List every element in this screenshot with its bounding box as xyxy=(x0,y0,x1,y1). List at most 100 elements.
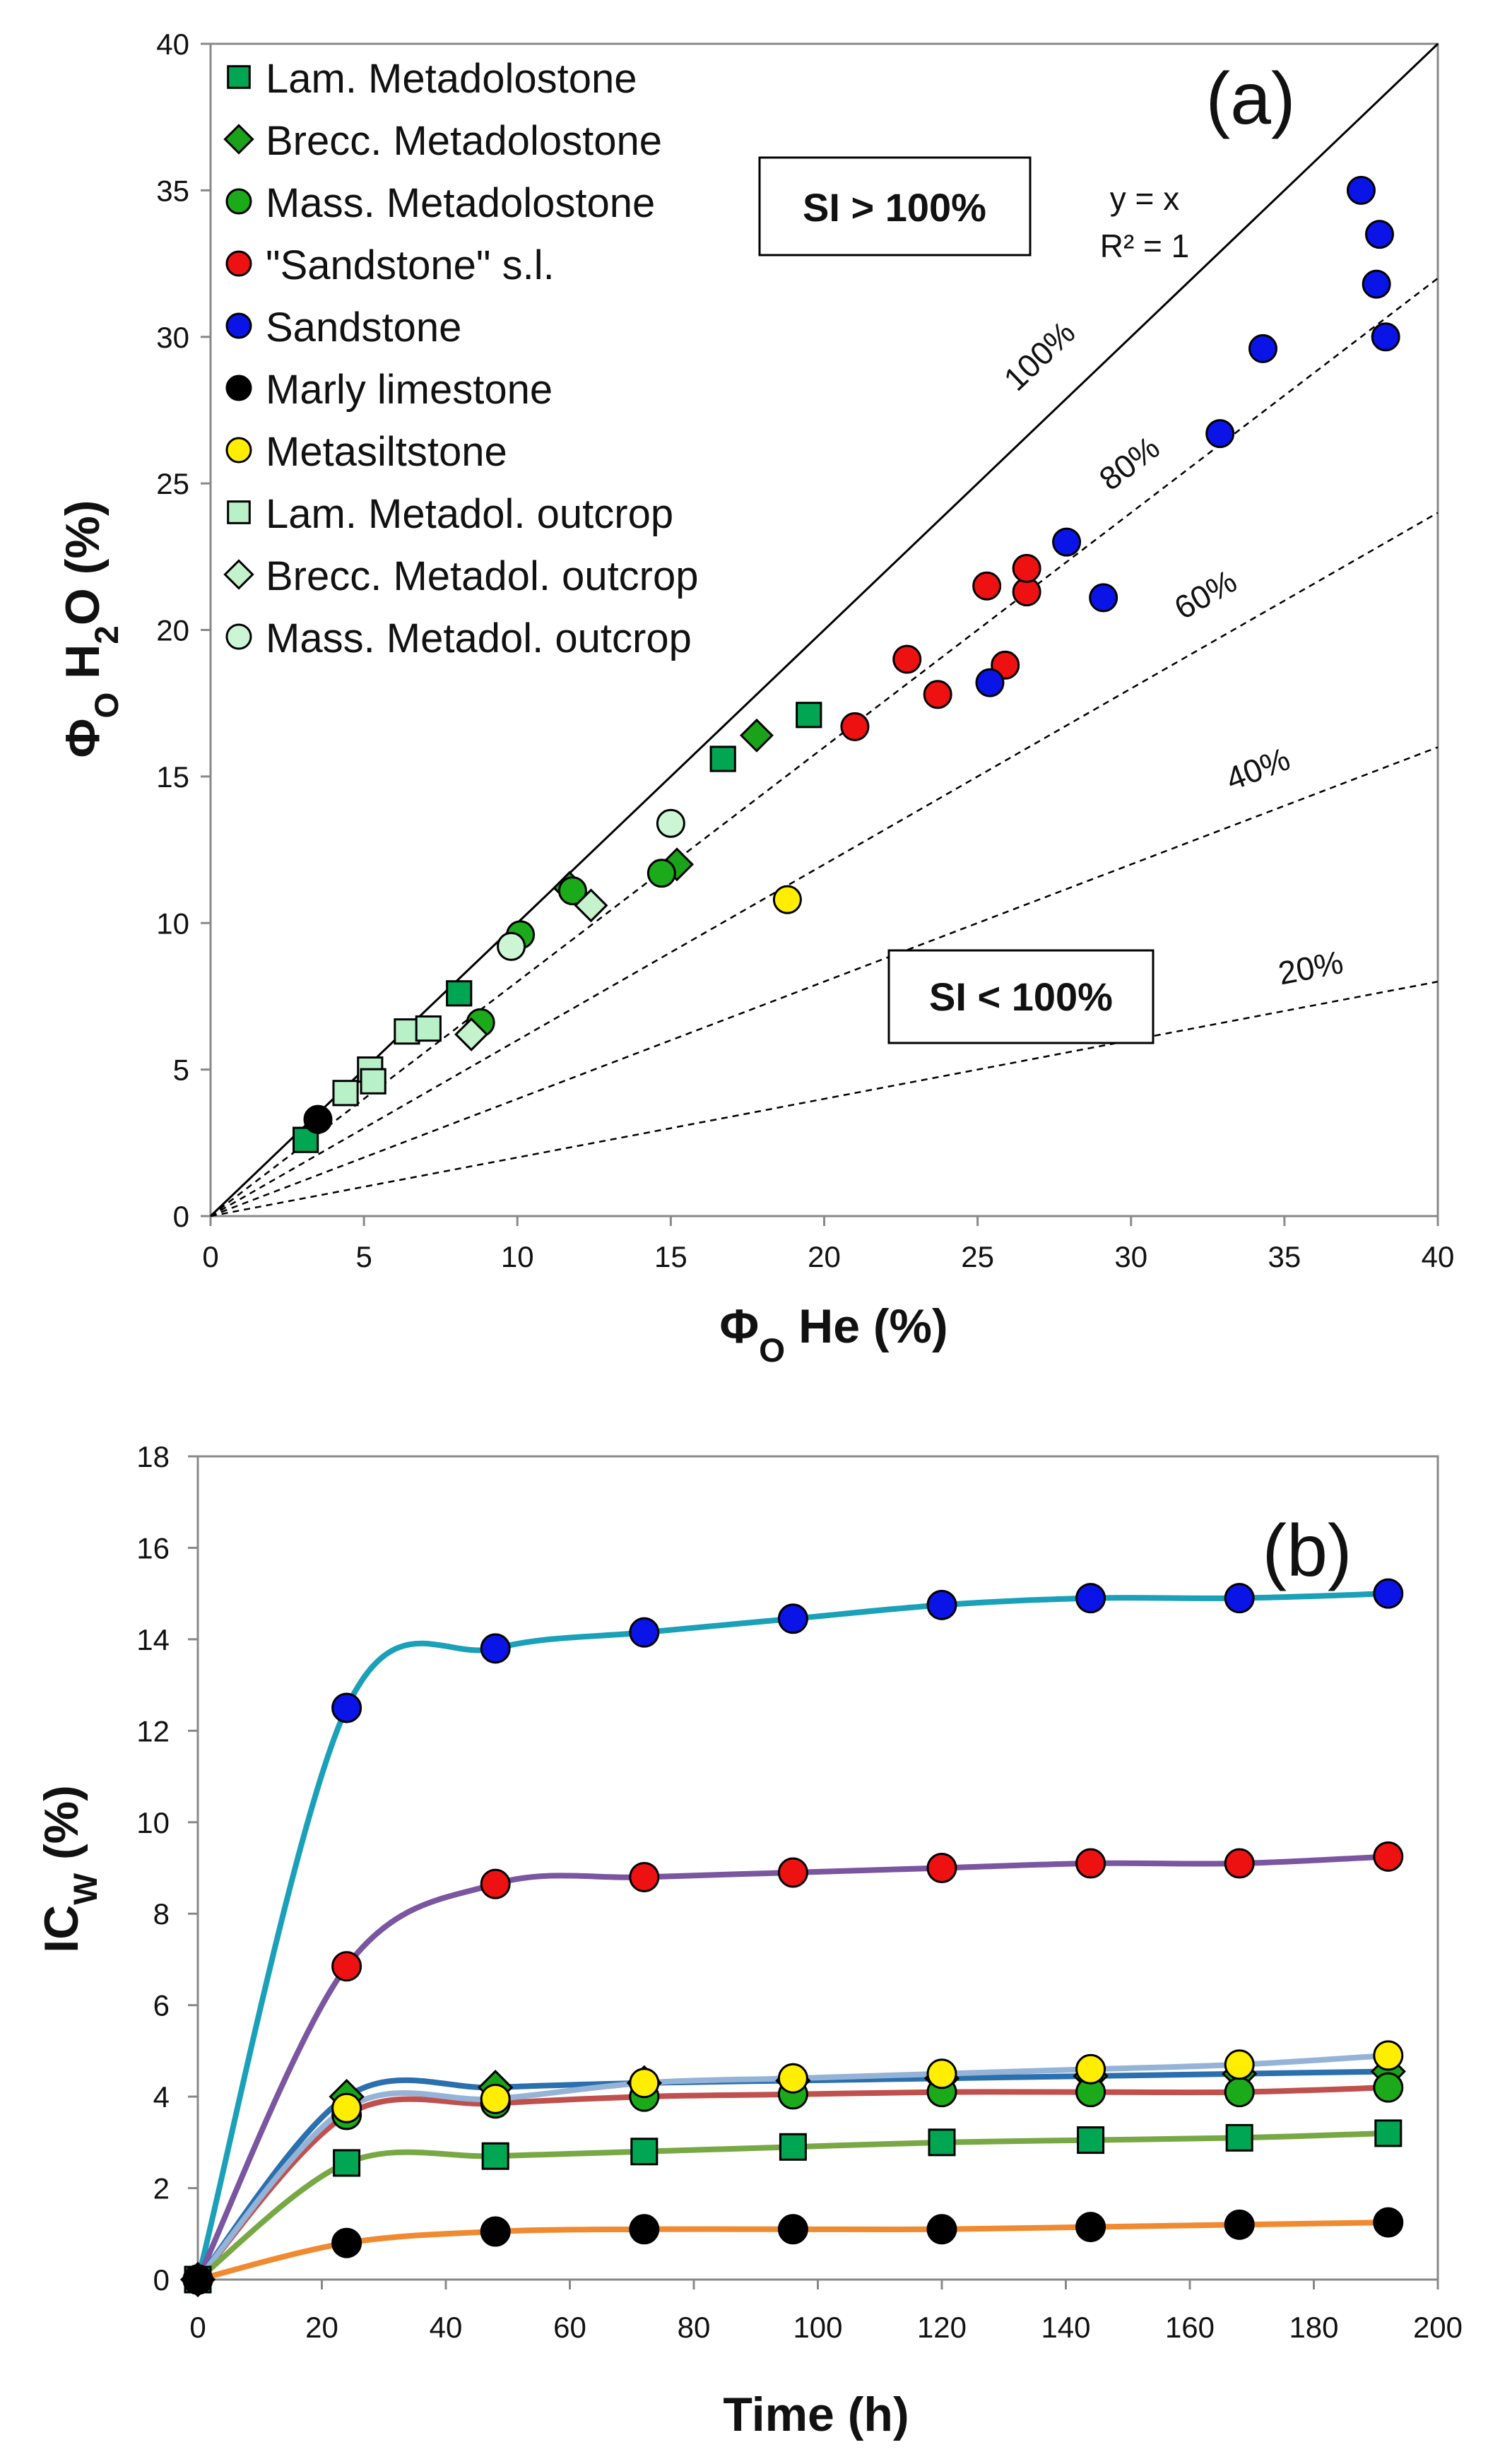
data-point xyxy=(480,2216,511,2247)
data-point xyxy=(926,2058,957,2089)
reference-line-label: 40% xyxy=(1221,740,1295,797)
data-point xyxy=(1224,2209,1255,2240)
data-point xyxy=(1075,1583,1106,1614)
legend-label: Marly limestone xyxy=(266,367,553,413)
legend-label: "Sandstone" s.l. xyxy=(266,242,555,288)
legend-marker xyxy=(227,65,251,89)
reference-line xyxy=(210,277,1439,1217)
data-point xyxy=(630,2138,659,2166)
data-point xyxy=(332,1080,359,1107)
data-point xyxy=(1373,2040,1404,2071)
reference-line xyxy=(210,746,1439,1218)
reference-line xyxy=(210,980,1439,1218)
legend-marker xyxy=(223,559,254,590)
legend-marker xyxy=(225,437,252,464)
legend-label: Lam. Metadol. outcrop xyxy=(266,491,673,537)
reference-line xyxy=(210,512,1439,1218)
x-tick-label: 25 xyxy=(961,1240,994,1273)
y-tick-label: 8 xyxy=(153,1897,170,1930)
data-point xyxy=(777,2063,808,2094)
reference-line-label: 60% xyxy=(1168,562,1243,627)
x-tick-label: 80 xyxy=(678,2311,711,2344)
y-axis-title-part: 2 xyxy=(88,625,126,644)
reference-line-label: 80% xyxy=(1092,429,1167,497)
data-point xyxy=(1075,2212,1106,2243)
y-tick-label: 30 xyxy=(156,321,189,354)
y-axis-title: ICW (%) xyxy=(35,1785,105,1953)
x-tick-label: 120 xyxy=(917,2311,967,2344)
data-point xyxy=(656,808,685,838)
series-line xyxy=(196,2085,1388,2282)
data-point xyxy=(1248,334,1277,363)
si-low-label: SI < 100% xyxy=(929,974,1113,1019)
legend-marker xyxy=(225,623,252,650)
y-axis-title-part: IC xyxy=(35,1905,88,1953)
y-tick-label: 18 xyxy=(136,1440,170,1473)
x-axis-title: ΦO He (%) xyxy=(719,1299,947,1369)
x-tick-label: 180 xyxy=(1289,2311,1338,2344)
chart-b: 0 20 40 60 80 100 120 140 160 180 200 0 2 4 6 8 10 12 14 16… xyxy=(35,1440,1463,2441)
data-point xyxy=(926,2214,957,2245)
data-point xyxy=(293,1126,319,1153)
data-point xyxy=(331,2092,362,2123)
data-point xyxy=(331,1951,362,1982)
data-point xyxy=(1224,1583,1255,1614)
legend-marker xyxy=(225,188,252,215)
data-point xyxy=(796,702,822,729)
y-axis-title-part: Φ xyxy=(56,719,110,758)
data-point xyxy=(331,2227,362,2258)
data-point xyxy=(926,1853,957,1883)
y-axis-title-part: H xyxy=(56,644,110,692)
data-point xyxy=(1225,2123,1253,2152)
x-tick-label: 35 xyxy=(1268,1240,1301,1273)
x-tick-label: 30 xyxy=(1114,1240,1147,1273)
x-axis-title-part: He (%) xyxy=(785,1299,947,1353)
data-point xyxy=(481,2142,509,2170)
legend-label: Brecc. Metadolostone xyxy=(266,118,662,164)
data-point xyxy=(975,668,1005,697)
data-point xyxy=(331,1692,362,1723)
legend-marker xyxy=(223,124,254,155)
y-tick-label: 4 xyxy=(153,2080,170,2114)
legend-marker xyxy=(225,312,252,339)
data-point xyxy=(333,2149,361,2177)
data-point xyxy=(1012,553,1041,583)
data-point xyxy=(574,888,608,923)
y-tick-label: 15 xyxy=(156,760,189,794)
data-point xyxy=(1089,583,1118,613)
x-tick-label: 20 xyxy=(305,2311,338,2344)
x-tick-label: 0 xyxy=(202,1240,218,1273)
si-high-box xyxy=(758,156,1032,257)
y-axis-title-part: O xyxy=(88,692,126,719)
data-point xyxy=(415,1015,442,1042)
x-tick-label: 40 xyxy=(1422,1240,1455,1273)
x-tick-label: 60 xyxy=(553,2311,586,2344)
legend-marker xyxy=(227,500,251,524)
legend-label: Brecc. Metadol. outcrop xyxy=(266,553,699,599)
data-point xyxy=(1364,220,1394,249)
data-point xyxy=(777,1857,808,1888)
data-point xyxy=(739,718,774,753)
x-tick-label: 5 xyxy=(355,1240,372,1273)
legend-marker xyxy=(225,375,252,401)
si-high-label: SI > 100% xyxy=(803,185,986,230)
data-point xyxy=(777,2214,808,2245)
data-point xyxy=(446,980,473,1007)
data-point xyxy=(1077,2126,1105,2154)
panel-label: (b) xyxy=(1262,1510,1352,1592)
y-tick-label: 14 xyxy=(136,1623,170,1656)
data-point xyxy=(557,876,587,906)
y-tick-label: 0 xyxy=(153,2263,170,2297)
data-point xyxy=(480,2083,511,2114)
y-tick-label: 0 xyxy=(173,1200,189,1233)
y-axis-title-part: W xyxy=(67,1873,105,1905)
data-point xyxy=(629,2214,660,2245)
data-point xyxy=(926,1589,957,1620)
y-tick-label: 5 xyxy=(173,1054,189,1087)
data-point xyxy=(709,745,736,772)
data-point xyxy=(1052,527,1082,557)
data-point xyxy=(928,2128,956,2157)
series-line xyxy=(195,1591,1388,2281)
x-tick-label: 15 xyxy=(654,1240,687,1273)
